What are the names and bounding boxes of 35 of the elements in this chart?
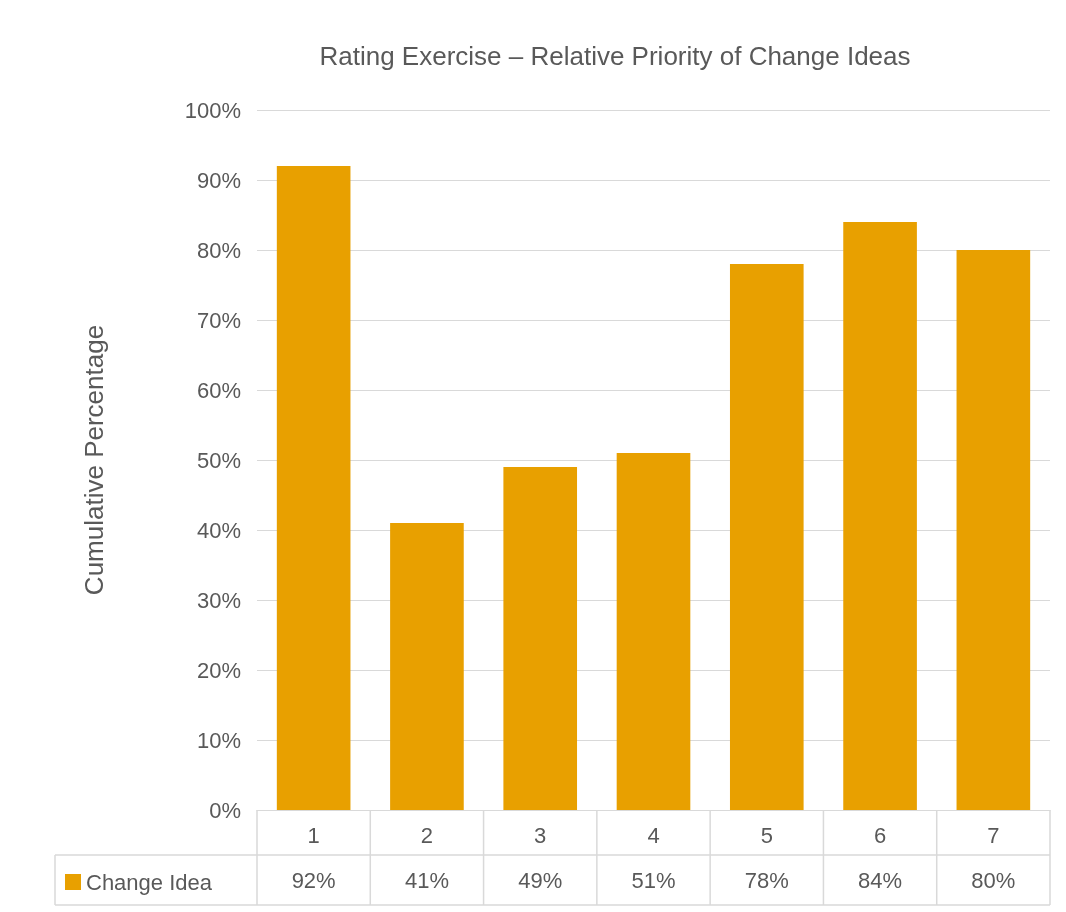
data-label: 80% xyxy=(971,867,1016,893)
x-tick-label: 4 xyxy=(647,822,660,848)
x-tick-label: 6 xyxy=(873,822,887,848)
bar xyxy=(616,453,691,810)
y-tick-label: 100% xyxy=(184,97,241,123)
y-tick-label: 50% xyxy=(196,447,241,473)
bar xyxy=(729,264,804,810)
y-tick-label: 20% xyxy=(196,657,241,683)
x-tick-label: 1 xyxy=(307,822,320,848)
y-tick-label: 10% xyxy=(196,727,241,753)
x-tick-label: 2 xyxy=(420,822,434,848)
bar xyxy=(390,523,464,810)
legend-label: Change Idea xyxy=(86,869,213,895)
data-label: 51% xyxy=(631,867,676,893)
data-label: 84% xyxy=(858,867,903,893)
x-tick-label: 7 xyxy=(987,822,1000,848)
y-tick-label: 70% xyxy=(196,307,241,333)
data-label: 49% xyxy=(518,867,563,893)
y-tick-label: 40% xyxy=(196,517,241,543)
data-label: 41% xyxy=(404,867,449,893)
bar xyxy=(956,250,1031,810)
y-tick-label: 30% xyxy=(196,587,241,613)
bar xyxy=(503,467,578,810)
y-axis-title: Cumulative Percentage xyxy=(79,324,109,596)
x-tick-label: 5 xyxy=(760,822,773,848)
y-tick-label: 60% xyxy=(196,377,241,403)
chart-title: Rating Exercise – Relative Priority of Change Ideas xyxy=(319,41,911,71)
data-label: 92% xyxy=(291,867,336,893)
y-tick-label: 80% xyxy=(196,237,241,263)
y-tick-label: 0% xyxy=(209,797,241,823)
bar xyxy=(843,222,917,810)
bar xyxy=(276,166,351,810)
y-tick-label: 90% xyxy=(196,167,241,193)
x-tick-label: 3 xyxy=(534,822,547,848)
data-label: 78% xyxy=(744,867,789,893)
